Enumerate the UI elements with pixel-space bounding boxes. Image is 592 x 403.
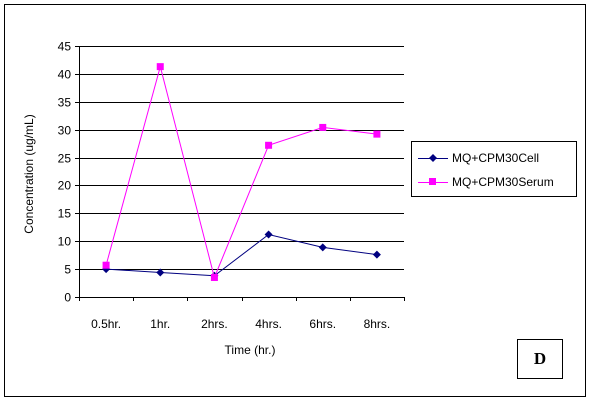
series-cell [102, 230, 381, 280]
x-tick-label: 4hrs. [255, 317, 282, 331]
data-point [102, 261, 110, 269]
data-point [318, 243, 327, 252]
chart-frame [4, 4, 586, 397]
y-tick-label: 5 [64, 263, 71, 277]
x-tick-label: 2hrs. [201, 317, 228, 331]
y-tick-label: 45 [58, 40, 72, 54]
data-point [264, 230, 273, 239]
legend: MQ+CPM30Cell MQ+CPM30Serum [411, 141, 577, 197]
data-point [265, 141, 273, 149]
legend-item-serum: MQ+CPM30Serum [418, 174, 554, 190]
data-point [156, 63, 164, 71]
gridlines [79, 46, 404, 270]
data-point [319, 123, 327, 131]
y-tick-label: 20 [58, 179, 72, 193]
square-marker-icon [418, 175, 448, 189]
panel-label: D [517, 339, 563, 379]
x-tick-labels: 0.5hr. 1hr. 2hrs. 4hrs. 6hrs. 8hrs. [91, 317, 390, 331]
diamond-marker-icon [418, 151, 448, 165]
x-tick-label: 0.5hr. [91, 317, 121, 331]
legend-item-cell: MQ+CPM30Cell [418, 150, 539, 166]
legend-label-serum: MQ+CPM30Serum [452, 175, 554, 189]
x-tick-label: 8hrs. [364, 317, 391, 331]
x-axis-title: Time (hr.) [225, 343, 276, 357]
series-line [106, 233, 377, 277]
series-line [105, 64, 377, 280]
x-tick-label: 1hr. [150, 317, 170, 331]
y-axis-title: Concentration (ug/mL) [22, 114, 36, 233]
data-point [373, 130, 381, 138]
y-tick-label: 40 [58, 68, 72, 82]
data-point [156, 268, 165, 277]
data-point [372, 250, 381, 259]
y-tick-label: 10 [58, 235, 72, 249]
y-tick-label: 30 [58, 124, 72, 138]
y-tick-label: 25 [58, 152, 72, 166]
x-tick-label: 6hrs. [309, 317, 336, 331]
y-tick-label: 35 [58, 96, 72, 110]
y-tick-labels: 0 5 10 15 20 25 30 35 40 45 [58, 40, 72, 305]
series-serum [102, 63, 381, 281]
series-lines [102, 63, 381, 281]
y-tick-label: 15 [58, 207, 72, 221]
axes [75, 46, 405, 301]
data-point [210, 273, 218, 281]
y-tick-label: 0 [64, 291, 71, 305]
legend-label-cell: MQ+CPM30Cell [452, 151, 540, 165]
